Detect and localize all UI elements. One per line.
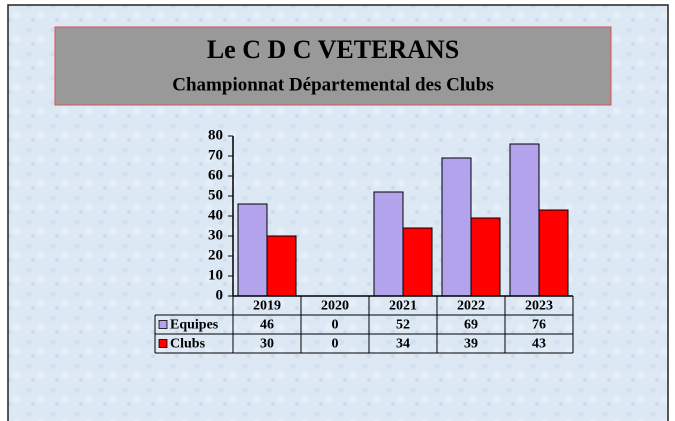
subtitle: Championnat Départemental des Clubs: [172, 74, 493, 95]
legend-label: Clubs: [170, 337, 206, 352]
table-value: 0: [332, 318, 339, 333]
table-value: 34: [396, 337, 410, 352]
legend-label: Equipes: [170, 318, 219, 333]
table-value: 30: [260, 337, 274, 352]
legend-swatch: [158, 339, 168, 348]
legend-swatch: [158, 320, 168, 329]
table-value: 46: [260, 318, 274, 333]
y-tick-label: 20: [208, 247, 223, 263]
bar: [470, 217, 501, 297]
y-tick-label: 10: [208, 267, 223, 283]
bar: [402, 227, 433, 297]
y-tick-label: 60: [208, 167, 223, 183]
x-tick-label: 2020: [321, 299, 349, 314]
bar: [237, 203, 268, 297]
y-tick-label: 30: [208, 227, 223, 243]
table-value: 76: [532, 318, 546, 333]
bar: [373, 191, 404, 297]
x-tick-label: 2021: [389, 299, 417, 314]
bar: [266, 235, 297, 297]
title-box: [54, 26, 612, 106]
table-value: 0: [332, 337, 339, 352]
bar: [538, 209, 569, 297]
table-value: 39: [464, 337, 478, 352]
y-tick-label: 50: [208, 187, 223, 203]
y-tick-label: 0: [216, 287, 224, 303]
table-value: 43: [532, 337, 546, 352]
x-tick-label: 2023: [525, 299, 553, 314]
title: Le C D C VETERANS: [207, 35, 459, 64]
table-value: 69: [464, 318, 478, 333]
y-tick-label: 70: [208, 147, 223, 163]
table-value: 52: [396, 318, 410, 333]
bar: [441, 157, 472, 297]
y-tick-label: 80: [208, 127, 223, 143]
x-tick-label: 2022: [457, 299, 485, 314]
bar: [509, 143, 540, 297]
x-tick-label: 2019: [253, 299, 281, 314]
y-tick-label: 40: [208, 207, 223, 223]
